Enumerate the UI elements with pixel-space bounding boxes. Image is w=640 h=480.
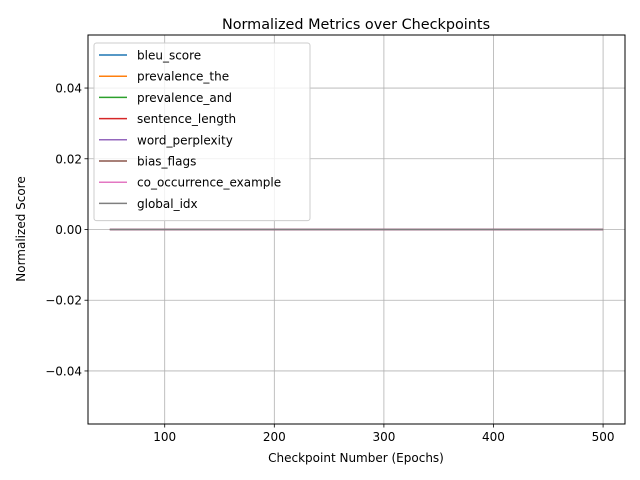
tick-layer: 100 200 300 400 500 −0.04 −0.02 0.00 0.02 0.04 [45,82,614,444]
x-tick-label: 500 [592,430,615,444]
x-axis-label: Checkpoint Number (Epochs) [268,451,444,465]
y-tick-label: −0.04 [45,364,82,378]
chart-title: Normalized Metrics over Checkpoints [222,17,490,33]
y-tick-label: 0.04 [55,82,82,96]
legend-label: global_idx [137,197,198,211]
legend-label: bleu_score [137,49,201,63]
legend-label: prevalence_the [137,70,229,84]
x-tick-label: 400 [482,430,505,444]
legend-label: word_perplexity [137,133,233,147]
legend: bleu_score prevalence_the prevalence_andse… [93,42,311,222]
legend-label: prevalence_and [137,91,232,105]
legend-label: co_occurrence_example [137,176,281,190]
y-tick-label: 0.00 [55,223,82,237]
legend-label: bias_flags [137,155,196,169]
x-tick-label: 300 [372,430,395,444]
x-tick-label: 100 [153,430,176,444]
y-axis-label: Normalized Score [14,176,28,281]
x-tick-label: 200 [263,430,286,444]
legend-frame [93,42,311,222]
legend-label: sentence_length [137,112,236,126]
y-tick-label: −0.02 [45,294,82,308]
y-tick-label: 0.02 [55,152,82,166]
